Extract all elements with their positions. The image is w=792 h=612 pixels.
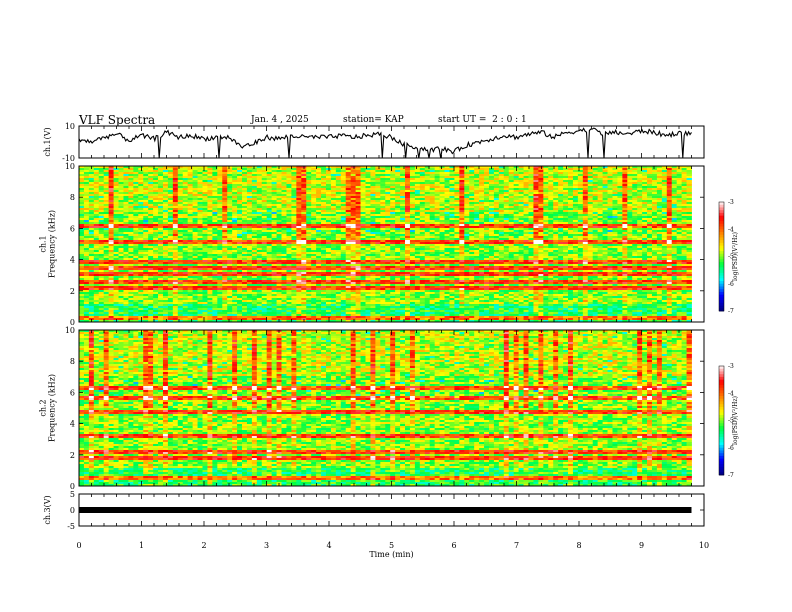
y-axis-label: ch.2 (39, 399, 48, 416)
colorbar-tick-label: -3 (728, 363, 734, 370)
y-tick-label: -5 (67, 522, 75, 531)
x-axis-label: Time (min) (369, 550, 413, 559)
colorbar-label: log(PSD)(V²/Hz) (732, 232, 739, 281)
x-tick-label: 2 (201, 541, 206, 550)
x-tick-label: 10 (699, 541, 709, 550)
y-axis-label: ch.1 (39, 235, 48, 252)
y-tick-label: 0 (70, 506, 75, 515)
colorbar-tick-label: -7 (728, 472, 734, 479)
y-axis-label: ch.1(V) (43, 127, 52, 156)
x-tick-label: 3 (264, 541, 269, 550)
x-tick-label: 0 (76, 541, 81, 550)
y-axis-label: Frequency (kHz) (48, 374, 57, 442)
colorbar-tick-label: -3 (728, 199, 734, 206)
x-tick-label: 8 (576, 541, 581, 550)
y-tick-label: 5 (70, 490, 75, 499)
y-axis-label: Frequency (kHz) (48, 210, 57, 278)
x-tick-label: 4 (326, 541, 331, 550)
x-tick-label: 1 (139, 541, 144, 550)
ch3-trace (79, 507, 692, 513)
y-tick-label: 4 (70, 256, 75, 265)
x-tick-label: 6 (451, 541, 456, 550)
y-tick-label: 10 (65, 122, 75, 131)
y-tick-label: 4 (70, 420, 75, 429)
y-tick-label: 6 (70, 224, 75, 233)
y-tick-label: 2 (70, 287, 75, 296)
x-tick-label: 5 (389, 541, 394, 550)
ch2-colorbar (719, 366, 724, 475)
ch1-trace (79, 128, 692, 158)
y-tick-label: 6 (70, 388, 75, 397)
ch2-spectrogram-image (79, 330, 692, 486)
colorbar-label: log(PSD)(V²/Hz) (732, 396, 739, 445)
y-tick-label: 8 (70, 357, 75, 366)
ch1-spectrogram-image (79, 166, 692, 322)
ch1-colorbar (719, 202, 724, 311)
y-tick-label: 8 (70, 193, 75, 202)
colorbar-tick-label: -7 (728, 308, 734, 315)
y-tick-label: 2 (70, 451, 75, 460)
y-tick-label: 10 (65, 162, 75, 171)
y-axis-label: ch.3(V) (43, 495, 52, 524)
y-tick-label: 10 (65, 326, 75, 335)
x-tick-label: 7 (514, 541, 519, 550)
x-tick-label: 9 (639, 541, 644, 550)
